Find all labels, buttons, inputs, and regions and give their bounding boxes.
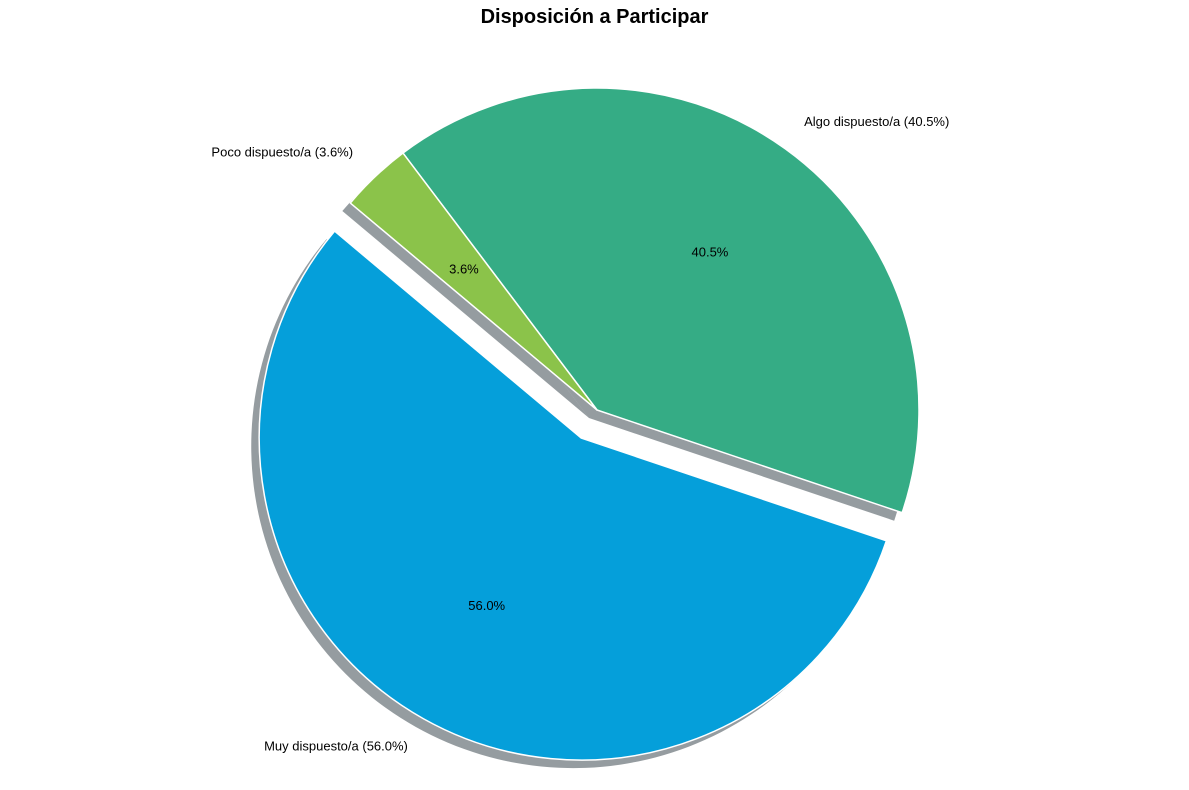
slice-1-label: Algo dispuesto/a (40.5%) <box>804 114 949 129</box>
pie-slice-layer <box>258 87 920 761</box>
pie-label-layer: Muy dispuesto/a (56.0%) 56.0% Algo dispues… <box>211 114 949 753</box>
slice-2-label: Poco dispuesto/a (3.6%) <box>211 145 353 160</box>
slice-0-label: Muy dispuesto/a (56.0%) <box>264 738 408 753</box>
chart-title: Disposición a Participar <box>480 6 709 28</box>
slice-1 <box>402 87 920 514</box>
slice-2 <box>349 152 598 411</box>
slice-0-percent-label: 56.0% <box>468 598 505 613</box>
slice-1-percent-label: 40.5% <box>692 245 729 260</box>
slice-0 <box>258 230 888 761</box>
slice-2-percent-label: 3.6% <box>449 261 479 276</box>
